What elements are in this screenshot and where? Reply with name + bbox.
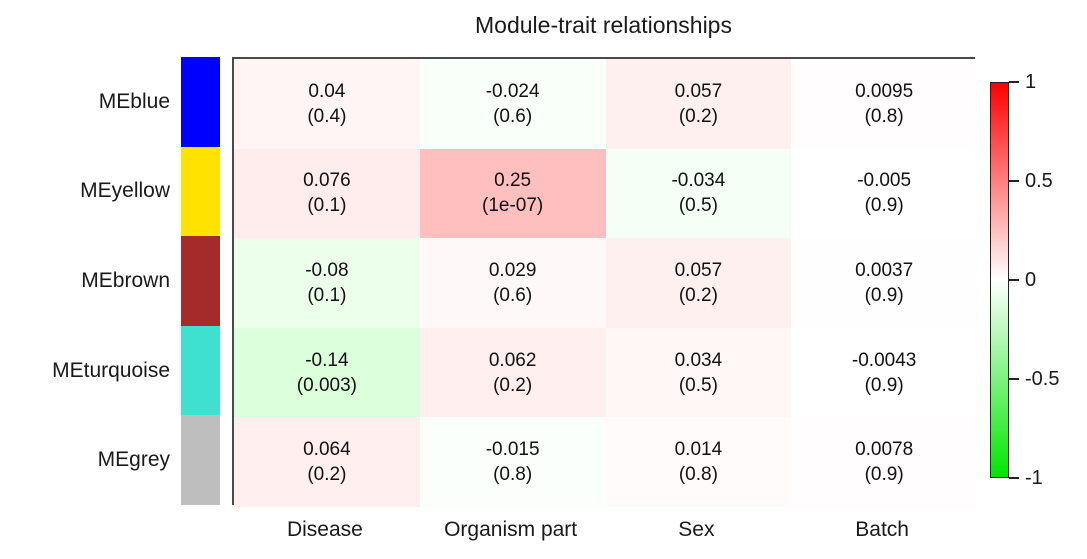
cell-p-value: (0.4) <box>307 105 347 127</box>
colorbar-tick-label: -0.5 <box>1025 368 1060 390</box>
heatmap-cell: 0.057 (0.2) <box>605 238 792 328</box>
heatmap-cell: -0.005 (0.9) <box>791 148 977 239</box>
cell-p-value: (0.5) <box>678 374 718 396</box>
cell-p-value: (0.9) <box>864 374 904 396</box>
cell-correlation-value: -0.015 <box>485 439 540 461</box>
cell-p-value: (0.1) <box>307 284 347 306</box>
colorbar-tick-mark <box>1009 378 1019 380</box>
cell-correlation-value: 0.057 <box>674 259 723 281</box>
heatmap-cell: 0.014 (0.8) <box>605 417 792 507</box>
cell-p-value: (0.9) <box>864 464 904 486</box>
module-color-swatch-meblue <box>181 57 220 147</box>
heatmap-cell: 0.057 (0.2) <box>605 59 792 149</box>
module-color-swatch-megrey <box>181 415 220 505</box>
module-color-swatch-mebrown <box>181 236 220 326</box>
heatmap-cell: 0.04 (0.4) <box>234 59 420 149</box>
cell-p-value: (0.2) <box>678 105 718 127</box>
cell-p-value: (1e-07) <box>482 195 544 217</box>
heatmap-cell: -0.08 (0.1) <box>234 238 420 328</box>
colorbar-tick-label: 1 <box>1025 71 1037 93</box>
chart-title: Module-trait relationships <box>475 12 732 38</box>
column-label-organism-part: Organism part <box>444 518 578 541</box>
cell-p-value: (0.9) <box>864 284 904 306</box>
cell-correlation-value: -0.005 <box>857 170 912 192</box>
heatmap-cell: 0.062 (0.2) <box>419 327 606 418</box>
cell-p-value: (0.8) <box>678 464 718 486</box>
heatmap-cell: 0.0078 (0.9) <box>791 417 977 507</box>
heatmap-cell: -0.0043 (0.9) <box>791 327 977 418</box>
heatmap-cell: 0.064 (0.2) <box>234 417 420 507</box>
cell-correlation-value: 0.057 <box>674 80 723 102</box>
row-label-meturquoise: MEturquoise <box>52 358 170 382</box>
heatmap-cell: -0.015 (0.8) <box>419 417 606 507</box>
cell-p-value: (0.1) <box>307 195 347 217</box>
cell-p-value: (0.2) <box>493 374 533 396</box>
cell-p-value: (0.2) <box>307 464 347 486</box>
cell-correlation-value: -0.14 <box>305 349 349 371</box>
heatmap-cell: 0.076 (0.1) <box>234 148 420 239</box>
heatmap-cell: -0.14 (0.003) <box>234 327 420 418</box>
cell-correlation-value: -0.08 <box>305 259 349 281</box>
colorbar-gradient <box>990 82 1009 478</box>
cell-correlation-value: 0.064 <box>303 439 351 461</box>
cell-p-value: (0.8) <box>864 105 904 127</box>
cell-correlation-value: 0.0095 <box>855 80 914 102</box>
cell-p-value: (0.8) <box>493 464 533 486</box>
cell-p-value: (0.6) <box>493 284 533 306</box>
cell-p-value: (0.2) <box>678 284 718 306</box>
cell-correlation-value: -0.034 <box>671 170 726 192</box>
module-color-swatch-meyellow <box>181 146 220 237</box>
colorbar-tick-mark <box>1009 477 1019 479</box>
heatmap-plot-area: 0.04 (0.4) -0.024 (0.6) 0.057 (0.2) 0.0095 (0.8… <box>232 57 977 507</box>
cell-correlation-value: 0.076 <box>303 170 351 192</box>
colorbar-tick-mark <box>1009 81 1019 83</box>
cell-correlation-value: 0.0078 <box>855 439 914 461</box>
cell-correlation-value: -0.0043 <box>851 349 917 371</box>
column-label-sex: Sex <box>678 518 715 541</box>
column-label-disease: Disease <box>286 518 363 541</box>
cell-correlation-value: 0.034 <box>674 349 723 371</box>
cell-correlation-value: 0.062 <box>488 349 537 371</box>
row-label-mebrown: MEbrown <box>81 268 170 292</box>
cell-p-value: (0.9) <box>864 195 904 217</box>
heatmap-cell: 0.25 (1e-07) <box>419 148 606 239</box>
cell-correlation-value: 0.25 <box>494 170 532 192</box>
cell-correlation-value: 0.029 <box>488 259 537 281</box>
heatmap-cell: 0.029 (0.6) <box>419 238 606 328</box>
colorbar-tick-label: 0 <box>1025 269 1037 291</box>
colorbar-tick-mark <box>1009 279 1019 281</box>
cell-correlation-value: 0.0037 <box>855 259 914 281</box>
heatmap-cell: -0.034 (0.5) <box>605 148 792 239</box>
colorbar-tick-label: 0.5 <box>1025 170 1053 192</box>
cell-correlation-value: 0.014 <box>674 439 723 461</box>
cell-correlation-value: 0.04 <box>308 80 346 102</box>
module-color-swatch-meturquoise <box>181 325 220 416</box>
row-label-meblue: MEblue <box>98 89 170 113</box>
heatmap-cell: 0.0037 (0.9) <box>791 238 977 328</box>
heatmap-cell: -0.024 (0.6) <box>419 59 606 149</box>
row-label-meyellow: MEyellow <box>80 179 170 203</box>
colorbar-tick-label: -1 <box>1025 467 1043 489</box>
heatmap-cell: 0.034 (0.5) <box>605 327 792 418</box>
cell-p-value: (0.6) <box>493 105 533 127</box>
heatmap-cell: 0.0095 (0.8) <box>791 59 977 149</box>
column-label-batch: Batch <box>855 518 909 541</box>
cell-p-value: (0.003) <box>296 374 357 396</box>
row-label-megrey: MEgrey <box>97 448 170 472</box>
cell-p-value: (0.5) <box>678 195 718 217</box>
cell-correlation-value: -0.024 <box>485 80 540 102</box>
colorbar-tick-mark <box>1009 180 1019 182</box>
